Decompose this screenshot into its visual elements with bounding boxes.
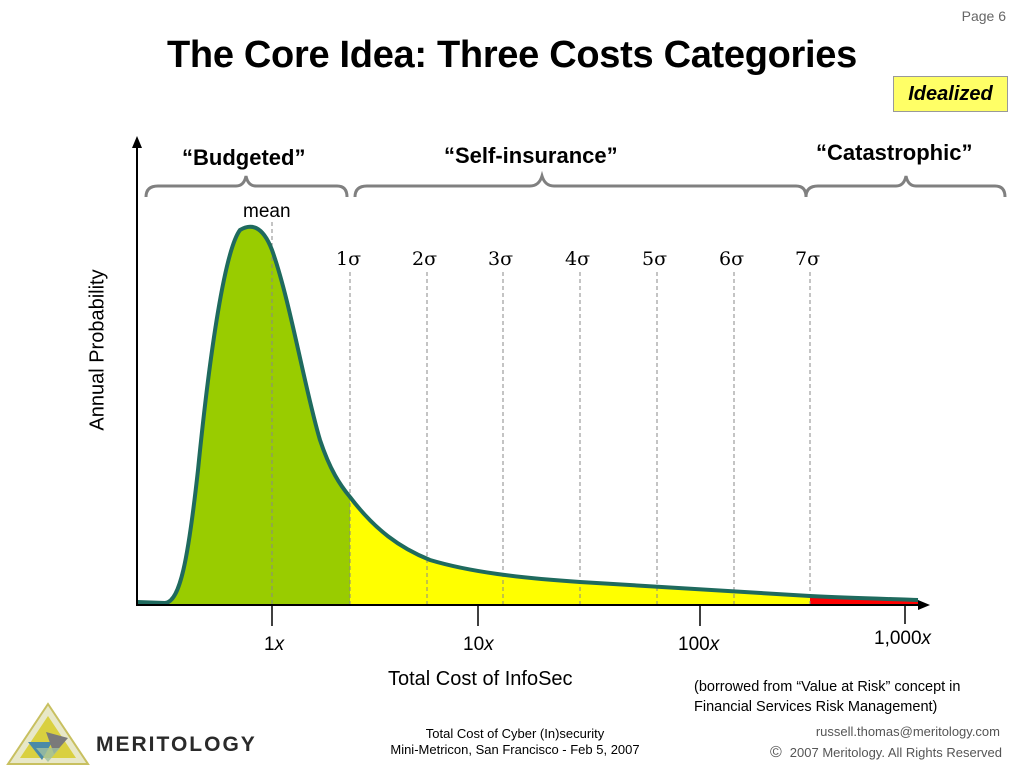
- footer-event-info: Total Cost of Cyber (In)security Mini-Me…: [330, 726, 700, 758]
- brand-wordmark: MERITOLOGY: [96, 733, 257, 756]
- self-insurance-label: “Self-insurance”: [444, 143, 618, 168]
- copyright-text: 2007 Meritology. All Rights Reserved: [789, 745, 1002, 760]
- idealized-tag: Idealized: [893, 76, 1008, 112]
- catastrophic-label: “Catastrophic”: [816, 140, 973, 165]
- sigma-label-5: 5σ: [642, 248, 668, 270]
- budgeted-region: [137, 226, 350, 605]
- footer-event: Mini-Metricon, San Francisco - Feb 5, 20…: [390, 742, 640, 757]
- source-note: (borrowed from “Value at Risk” concept i…: [694, 677, 960, 717]
- meritology-logo-icon: [6, 702, 90, 765]
- footer-copyright: © 2007 Meritology. All Rights Reserved: [770, 744, 1002, 762]
- source-note-line-2: Financial Services Risk Management): [694, 699, 938, 715]
- copyright-icon: ©: [770, 744, 782, 761]
- sigma-label-3: 3σ: [488, 248, 514, 270]
- sigma-lines: [271, 222, 811, 604]
- self-insurance-brace: [353, 170, 808, 198]
- y-axis-arrow: [132, 136, 142, 148]
- x-tick-label-1000x: 1,000x: [874, 628, 932, 649]
- footer-email: russell.thomas@meritology.com: [815, 724, 1000, 739]
- page-number: Page 6: [961, 8, 1006, 24]
- sigma-label-6: 6σ: [719, 248, 745, 270]
- budgeted-brace: [144, 175, 349, 198]
- sigma-label-7: 7σ: [795, 248, 821, 270]
- catastrophic-brace: [804, 175, 1007, 198]
- source-note-line-1: (borrowed from “Value at Risk” concept i…: [694, 679, 961, 695]
- footer-talk-title: Total Cost of Cyber (In)security: [425, 726, 605, 741]
- y-axis-label: Annual Probability: [86, 269, 109, 431]
- sigma-label-1: 1σ: [336, 248, 362, 270]
- x-tick-label-10x: 10x: [463, 634, 494, 655]
- x-tick-label-1x: 1x: [264, 634, 285, 655]
- sigma-label-4: 4σ: [565, 248, 591, 270]
- self-insurance-region: [350, 497, 810, 604]
- x-axis-arrow: [918, 600, 930, 610]
- slide-title: The Core Idea: Three Costs Categories: [167, 34, 857, 76]
- x-tick-label-100x: 100x: [678, 634, 720, 655]
- x-ticks: [271, 606, 906, 626]
- sigma-label-2: 2σ: [412, 248, 438, 270]
- x-axis-label: Total Cost of InfoSec: [388, 668, 573, 690]
- budgeted-label: “Budgeted”: [182, 145, 306, 170]
- mean-label: mean: [243, 201, 291, 222]
- distribution-curve: [136, 224, 919, 606]
